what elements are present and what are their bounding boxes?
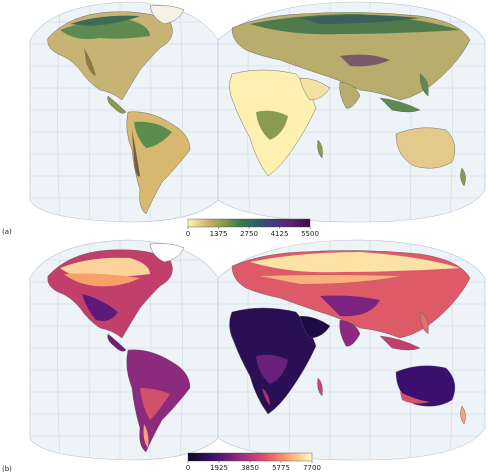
- colorbar-a-ticks: 0 1375 2750 4125 5500: [186, 227, 319, 238]
- colorbar-tick-label: 7700: [303, 464, 321, 472]
- panel-label-b: (b): [2, 465, 12, 473]
- panel-label-a: (a): [2, 228, 12, 236]
- eurasia-b: [231, 250, 471, 339]
- colorbar-a-gradient: [187, 218, 311, 228]
- colorbar-tick-label: 1375: [210, 230, 228, 238]
- colorbar-tick-label: 2750: [240, 230, 258, 238]
- australia-a: [395, 127, 456, 169]
- colorbar-b-ticks: 0 1925 3850 5775 7700: [186, 461, 321, 472]
- land-b: [47, 243, 471, 453]
- colorbar-tick-label: 0: [186, 464, 190, 472]
- colorbar-b-gradient: [187, 452, 313, 462]
- colorbar-tick-label: 1925: [210, 464, 228, 472]
- colorbar-tick-label: 3850: [241, 464, 259, 472]
- map-panel-b: 0 1925 3850 5775 7700 (b): [0, 238, 500, 476]
- map-b-svg: 0 1925 3850 5775 7700: [29, 239, 486, 472]
- colorbar-tick-label: 0: [186, 230, 190, 238]
- colorbar-tick-label: 5775: [272, 464, 290, 472]
- land-a: [47, 5, 471, 215]
- greenland-a: [149, 5, 185, 25]
- colorbar-a: 0 1375 2750 4125 5500: [186, 218, 319, 238]
- map-a-svg: 0 1375 2750 4125 5500: [29, 1, 486, 238]
- colorbar-tick-label: 4125: [271, 230, 289, 238]
- greenland-b: [149, 243, 185, 263]
- map-panel-a: 0 1375 2750 4125 5500 (a): [2, 1, 486, 238]
- colorbar-b: 0 1925 3850 5775 7700: [186, 452, 321, 472]
- colorbar-tick-label: 5500: [301, 230, 319, 238]
